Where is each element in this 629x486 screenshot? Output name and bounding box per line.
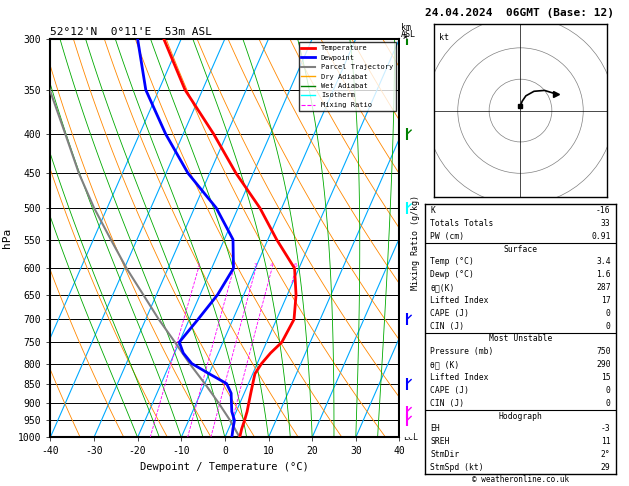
Text: SREH: SREH: [430, 437, 450, 446]
Text: Lifted Index: Lifted Index: [430, 373, 489, 382]
Y-axis label: hPa: hPa: [3, 228, 12, 248]
Text: 2°: 2°: [601, 450, 611, 459]
Text: 15: 15: [601, 373, 611, 382]
Text: 0: 0: [606, 386, 611, 395]
Text: K: K: [430, 206, 435, 215]
Text: -16: -16: [596, 206, 611, 215]
Text: 7: 7: [403, 130, 408, 139]
Text: Totals Totals: Totals Totals: [430, 219, 494, 228]
Text: 0.91: 0.91: [591, 232, 611, 241]
Text: 4: 4: [403, 264, 408, 273]
Text: 6: 6: [403, 169, 408, 177]
Text: Most Unstable: Most Unstable: [489, 334, 552, 344]
Text: StmDir: StmDir: [430, 450, 460, 459]
Text: Lifted Index: Lifted Index: [430, 296, 489, 305]
Text: 290: 290: [596, 360, 611, 369]
Text: 5: 5: [403, 204, 408, 212]
Text: CIN (J): CIN (J): [430, 399, 464, 408]
Text: 0: 0: [606, 399, 611, 408]
Text: EH: EH: [430, 424, 440, 434]
Text: 17: 17: [601, 296, 611, 305]
X-axis label: Dewpoint / Temperature (°C): Dewpoint / Temperature (°C): [140, 462, 309, 472]
Text: 1: 1: [196, 263, 200, 268]
Text: Temp (°C): Temp (°C): [430, 258, 474, 266]
Text: 2: 2: [403, 359, 408, 368]
Text: 287: 287: [596, 283, 611, 292]
Text: 33: 33: [601, 219, 611, 228]
Text: Hodograph: Hodograph: [499, 412, 542, 420]
Text: ASL: ASL: [401, 30, 416, 39]
Text: 0: 0: [606, 309, 611, 318]
Text: CAPE (J): CAPE (J): [430, 309, 469, 318]
Text: StmSpd (kt): StmSpd (kt): [430, 463, 484, 472]
Text: -3: -3: [601, 424, 611, 434]
Text: θᴇ (K): θᴇ (K): [430, 360, 460, 369]
Text: © weatheronline.co.uk: © weatheronline.co.uk: [472, 475, 569, 484]
Text: Pressure (mb): Pressure (mb): [430, 347, 494, 356]
Text: 24.04.2024  06GMT (Base: 12): 24.04.2024 06GMT (Base: 12): [425, 8, 613, 17]
Text: km: km: [401, 22, 411, 32]
Text: Dewp (°C): Dewp (°C): [430, 270, 474, 279]
Text: 8: 8: [403, 35, 408, 43]
Text: 11: 11: [601, 437, 611, 446]
Text: 2: 2: [232, 263, 236, 268]
Text: Mixing Ratio (g/kg): Mixing Ratio (g/kg): [411, 195, 420, 291]
Text: 4: 4: [270, 263, 274, 268]
Text: PW (cm): PW (cm): [430, 232, 464, 241]
Text: 1: 1: [403, 398, 408, 407]
Text: 52°12'N  0°11'E  53m ASL: 52°12'N 0°11'E 53m ASL: [50, 27, 213, 37]
Text: 3: 3: [403, 315, 408, 324]
Text: 0: 0: [606, 322, 611, 330]
Text: Surface: Surface: [503, 244, 538, 254]
Text: LCL: LCL: [403, 433, 418, 442]
Text: θᴇ(K): θᴇ(K): [430, 283, 455, 292]
Text: kt: kt: [440, 33, 449, 42]
Text: 3: 3: [254, 263, 258, 268]
Text: 1.6: 1.6: [596, 270, 611, 279]
Text: 6: 6: [294, 263, 298, 268]
Text: CAPE (J): CAPE (J): [430, 386, 469, 395]
Text: 750: 750: [596, 347, 611, 356]
Text: 3.4: 3.4: [596, 258, 611, 266]
Legend: Temperature, Dewpoint, Parcel Trajectory, Dry Adiabat, Wet Adiabat, Isotherm, Mi: Temperature, Dewpoint, Parcel Trajectory…: [299, 42, 396, 111]
Text: CIN (J): CIN (J): [430, 322, 464, 330]
Text: 29: 29: [601, 463, 611, 472]
